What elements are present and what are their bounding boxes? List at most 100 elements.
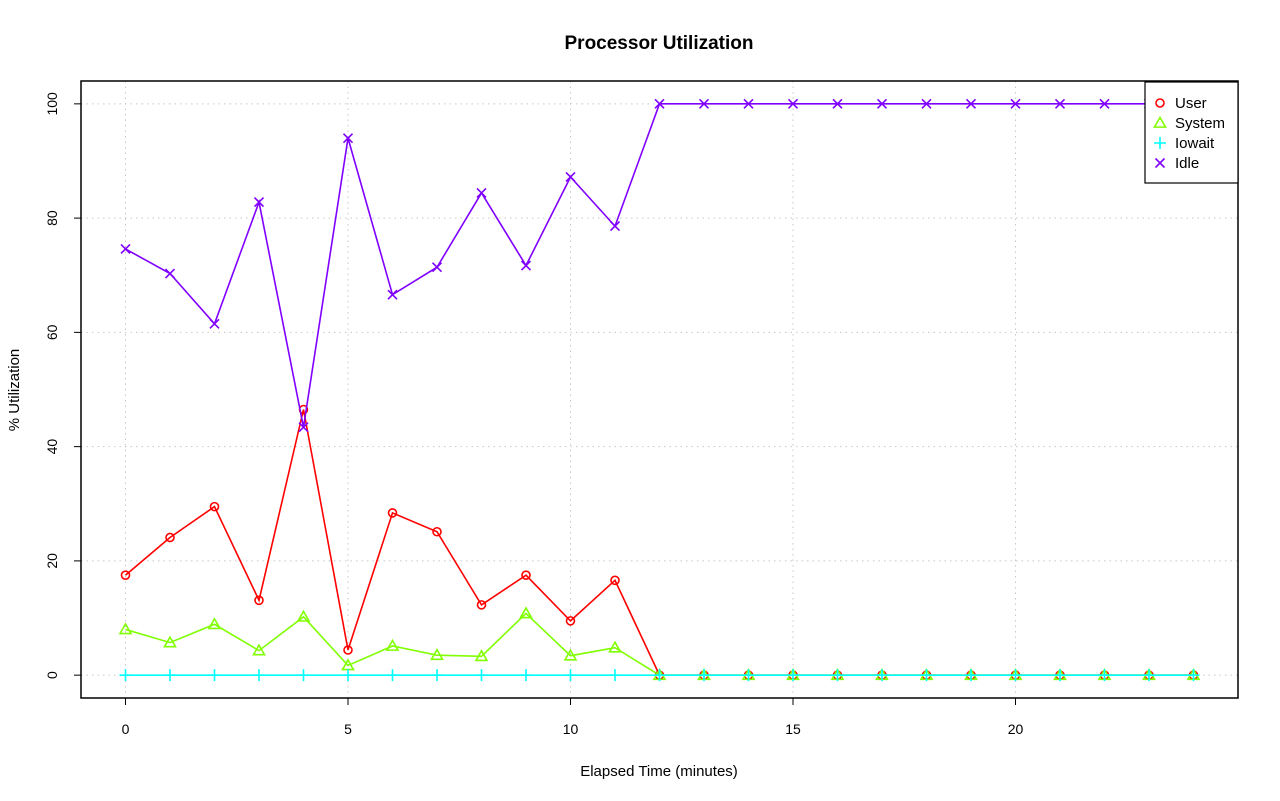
point-iowait — [253, 669, 265, 682]
point-iowait — [431, 669, 443, 682]
point-user — [165, 532, 175, 543]
point-idle — [164, 268, 176, 279]
y-axis-label: % Utilization — [6, 349, 23, 432]
point-iowait — [1054, 669, 1066, 682]
point-user — [343, 645, 353, 655]
point-iowait — [208, 669, 221, 682]
point-iowait — [831, 669, 844, 682]
x-tick-label: 10 — [563, 721, 579, 737]
legend-label-system: System — [1175, 115, 1225, 132]
point-iowait — [1187, 669, 1200, 682]
point-iowait — [164, 669, 176, 682]
point-iowait — [653, 669, 666, 682]
y-tick-label: 40 — [44, 439, 60, 455]
x-tick-label: 0 — [122, 721, 130, 737]
point-iowait — [1098, 669, 1111, 682]
point-iowait — [1009, 669, 1022, 682]
point-iowait — [342, 669, 354, 682]
point-iowait — [787, 669, 799, 682]
point-user — [476, 600, 487, 610]
legend-marker-idle — [1154, 157, 1166, 169]
point-idle — [965, 98, 977, 109]
point-iowait — [609, 669, 621, 682]
series-line-user — [124, 409, 1194, 676]
point-idle — [342, 133, 354, 144]
point-idle — [1099, 98, 1110, 109]
point-iowait — [386, 669, 399, 682]
point-system — [252, 643, 266, 656]
point-idle — [787, 98, 799, 109]
point-user — [387, 508, 398, 518]
point-user — [610, 575, 620, 586]
point-idle — [1010, 98, 1021, 109]
point-idle — [298, 422, 309, 433]
point-user — [120, 570, 131, 580]
point-system — [474, 649, 489, 662]
series-idle — [120, 98, 1199, 433]
y-tick-label: 0 — [44, 671, 60, 679]
point-iowait — [920, 669, 933, 682]
y-tick-label: 20 — [44, 553, 60, 569]
point-user — [565, 616, 576, 626]
x-tick-label: 15 — [785, 721, 801, 737]
point-system — [519, 606, 533, 619]
point-iowait — [564, 669, 577, 682]
series-layer — [118, 98, 1201, 682]
plot-frame — [80, 80, 1239, 699]
point-system — [207, 617, 222, 630]
point-idle — [698, 98, 710, 109]
point-iowait — [520, 669, 532, 682]
legend-marker-iowait — [1154, 137, 1166, 149]
x-tick-label: 20 — [1008, 721, 1024, 737]
grid-lines — [81, 81, 1238, 698]
point-system — [118, 622, 133, 635]
point-idle — [120, 243, 131, 255]
point-system — [296, 609, 311, 622]
point-user — [432, 526, 442, 537]
point-iowait — [1143, 669, 1155, 682]
series-line-system — [125, 612, 1194, 676]
point-idle — [209, 318, 220, 329]
point-idle — [431, 262, 443, 273]
point-idle — [476, 187, 487, 199]
legend-marker-system — [1153, 115, 1167, 128]
legend-label-idle: Idle — [1175, 155, 1199, 172]
axes: 0 5 10 15 20 0 20 40 60 80 100 — [44, 92, 1023, 737]
point-idle — [654, 98, 665, 109]
x-tick-label: 5 — [344, 721, 352, 737]
point-idle — [743, 98, 754, 109]
point-user — [521, 570, 531, 580]
point-system — [163, 635, 177, 648]
point-idle — [876, 98, 888, 109]
point-idle — [253, 197, 265, 208]
point-system — [430, 648, 444, 661]
series-line-idle — [125, 103, 1194, 428]
y-tick-label: 100 — [44, 92, 60, 116]
chart-title: Processor Utilization — [565, 33, 754, 54]
point-idle — [609, 221, 621, 232]
legend-label-user: User — [1175, 95, 1207, 112]
point-iowait — [876, 669, 888, 682]
y-tick-label: 60 — [44, 324, 60, 340]
point-idle — [387, 289, 398, 300]
point-iowait — [475, 669, 488, 682]
point-iowait — [965, 669, 977, 682]
point-user — [254, 595, 264, 606]
legend-marker-user — [1155, 98, 1165, 108]
legend-label-iowait: Iowait — [1175, 135, 1215, 152]
x-axis-label: Elapsed Time (minutes) — [580, 763, 738, 780]
point-system — [608, 640, 622, 653]
point-system — [385, 638, 400, 651]
point-iowait — [742, 669, 755, 682]
series-iowait — [119, 669, 1200, 682]
point-idle — [520, 260, 532, 271]
point-iowait — [297, 669, 310, 682]
point-iowait — [698, 669, 710, 682]
point-idle — [921, 98, 932, 109]
point-iowait — [119, 669, 132, 682]
point-idle — [565, 171, 576, 183]
point-idle — [1054, 98, 1066, 109]
point-system — [563, 648, 578, 661]
legend: User System Iowait Idle — [1144, 81, 1239, 184]
